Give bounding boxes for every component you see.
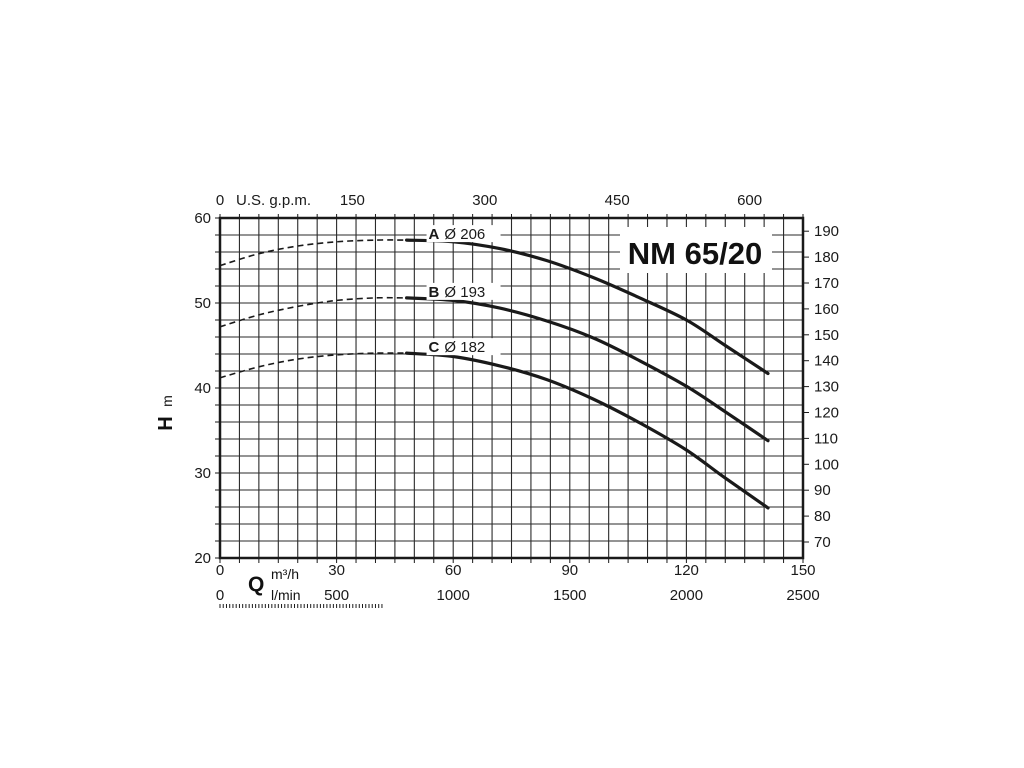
y-axis-label: H: [155, 416, 177, 430]
x-lmin-tick-label: 1500: [553, 587, 586, 604]
curve-label-bg: [426, 338, 501, 356]
x-top-tick-label: 0: [216, 192, 224, 209]
y-right-tick-label: 160: [814, 301, 839, 318]
curve-diameter: Ø 193: [444, 284, 485, 301]
y-right-tick-label: 70: [814, 534, 831, 551]
curve-diameter: Ø 182: [444, 339, 485, 356]
grid: [215, 214, 809, 608]
curve-c: [405, 351, 770, 510]
x-m3h-tick-label: 120: [674, 562, 699, 579]
y-right-tick-label: 170: [814, 275, 839, 292]
x-m3h-tick-label: 0: [216, 562, 224, 579]
y-axis-title: H m: [155, 395, 177, 431]
curves: [219, 238, 770, 510]
curve-diameter: Ø 206: [444, 226, 485, 243]
x-axis-label: Q: [248, 573, 264, 596]
curve-label-bg: [426, 282, 501, 300]
x-lmin-tick-label: 1000: [437, 587, 470, 604]
curve-name: A: [429, 226, 440, 243]
x-m3h-tick-labels: 0 30 60 90 120 150: [216, 562, 816, 579]
chart-title: NM 65/20: [628, 236, 762, 271]
y-right-tick-label: 120: [814, 405, 839, 422]
y-tick-label: 60: [194, 210, 211, 227]
x-top-tick-labels: 0 150 300 450 600: [216, 192, 762, 209]
curve-c-dashed: [219, 352, 407, 379]
curve-a: [405, 238, 770, 376]
x-top-tick-label: 300: [472, 192, 497, 209]
x-lmin-tick-labels: 0 500 1000 1500 2000 2500: [216, 587, 820, 604]
y-right-tick-label: 190: [814, 223, 839, 240]
curve-a-dashed: [219, 239, 407, 267]
curve-name: C: [429, 339, 440, 356]
curve-name: B: [429, 284, 440, 301]
x-top-tick-label: 450: [605, 192, 630, 209]
x-m3h-tick-label: 30: [328, 562, 345, 579]
y-right-tick-label: 100: [814, 456, 839, 473]
x-m3h-tick-label: 60: [445, 562, 462, 579]
y-tick-label: 50: [194, 295, 211, 312]
y-axis-unit: m: [159, 395, 175, 407]
x-lmin-tick-label: 500: [324, 587, 349, 604]
plot-frame: [218, 216, 805, 560]
y-tick-label: 40: [194, 380, 211, 397]
x-top-tick-label: 600: [737, 192, 762, 209]
x-unit-lmin: l/min: [271, 587, 301, 603]
x-lmin-tick-label: 2000: [670, 587, 703, 604]
x-top-tick-label: 150: [340, 192, 365, 209]
title-box: [620, 227, 772, 273]
y-tick-label: 20: [194, 550, 211, 567]
y-right-tick-labels: 70 80 90 100 110 120 130 140 150 160 170 180 190: [814, 223, 839, 551]
curve-label-bg: [426, 225, 501, 243]
x-lmin-tick-label: 2500: [786, 587, 819, 604]
y-tick-labels: 20 30 40 50 60: [194, 210, 211, 567]
curve-b-dashed: [219, 296, 407, 328]
x-m3h-tick-label: 90: [561, 562, 578, 579]
y-right-tick-label: 150: [814, 327, 839, 344]
y-right-tick-label: 180: [814, 249, 839, 266]
y-right-tick-label: 90: [814, 482, 831, 499]
x-lmin-tick-label: 0: [216, 587, 224, 604]
top-axis-label: U.S. g.p.m.: [236, 192, 311, 209]
y-right-tick-label: 110: [814, 430, 838, 447]
y-tick-label: 30: [194, 465, 211, 482]
y-right-tick-label: 80: [814, 508, 831, 525]
y-right-tick-label: 130: [814, 379, 839, 396]
curve-b: [405, 296, 770, 443]
y-right-tick-label: 140: [814, 353, 839, 370]
x-unit-m3h: m³/h: [271, 566, 299, 582]
x-m3h-tick-label: 150: [790, 562, 815, 579]
